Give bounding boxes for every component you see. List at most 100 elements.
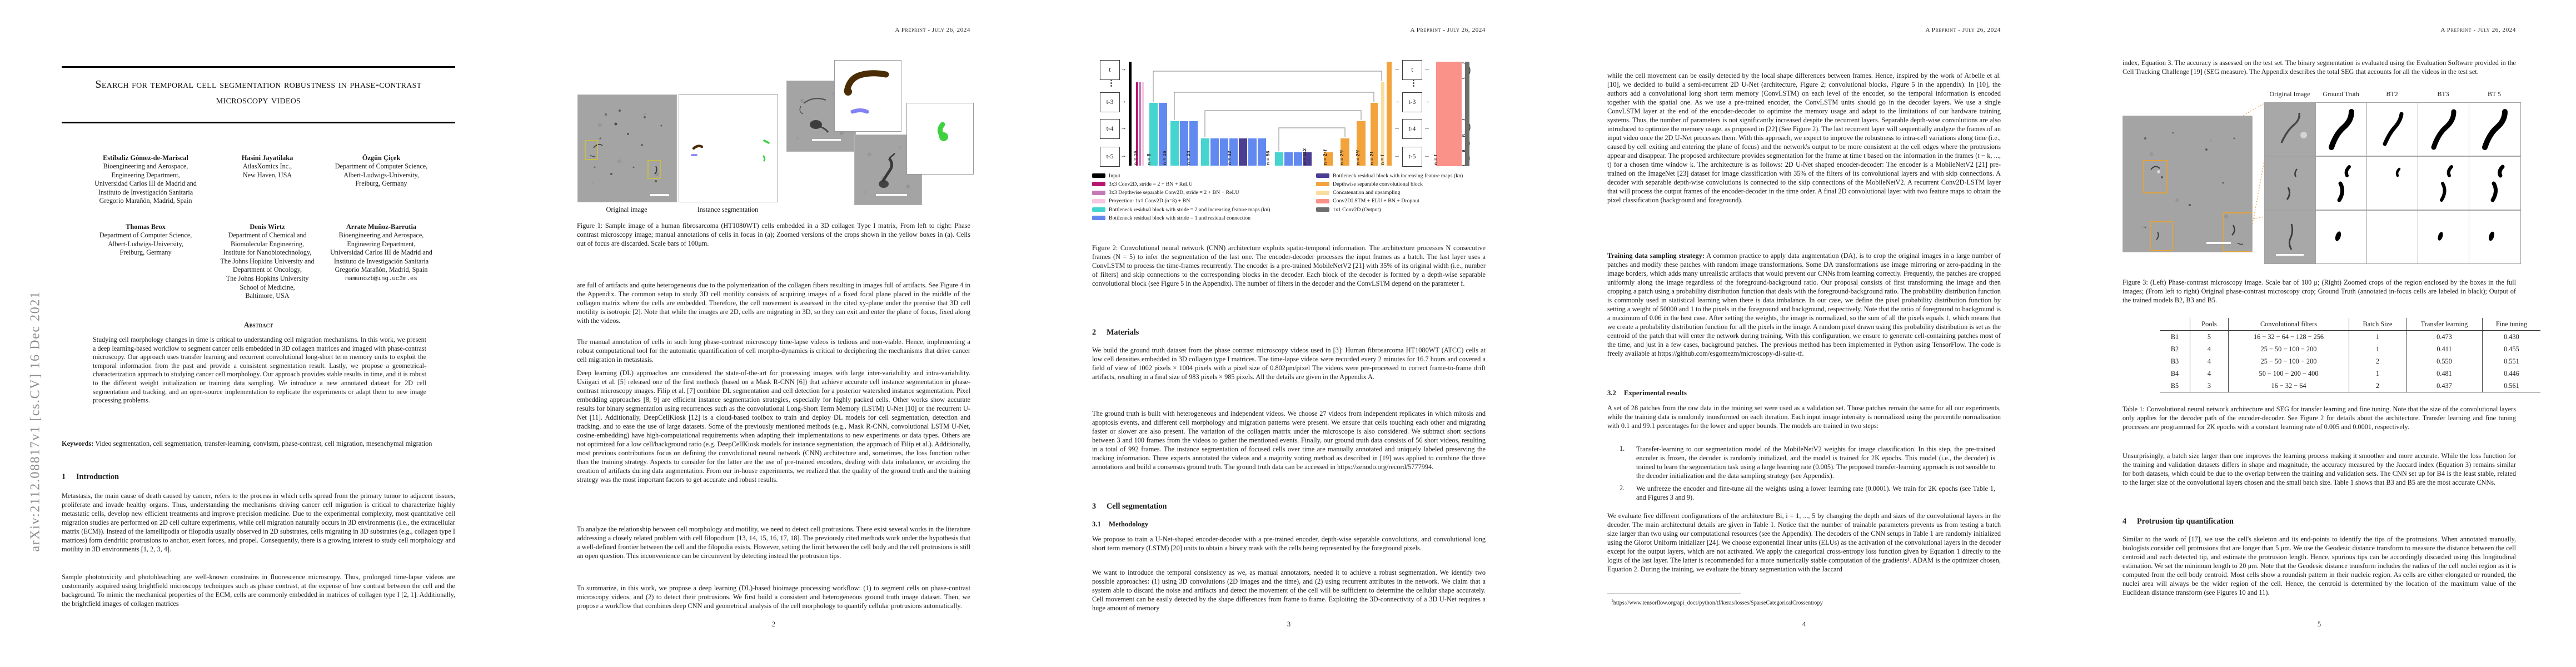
footnote-url: https://www.tensorflow.org/api_docs/pyth… — [1613, 600, 1823, 606]
figure-1-label-original: Original image — [606, 206, 647, 213]
output-frame-box: t-4 — [1402, 119, 1422, 139]
figure-1-instance-segmentation — [679, 94, 778, 202]
mask-bt2 — [2366, 102, 2419, 156]
section-heading-cell-segmentation: 3 Cell segmentation — [1092, 502, 1167, 511]
bar-depthwise-block — [1324, 152, 1333, 166]
arrow-right-icon: → — [1394, 152, 1400, 159]
column-header: Original Image — [2269, 90, 2310, 98]
author-block: Arrate Muñoz-Barrutia Bioengineering and… — [315, 222, 448, 282]
table-row: B3 4 25 − 50 − 100 − 200 2 0.550 0.551 — [2160, 355, 2540, 367]
mask-bt2 — [2366, 210, 2419, 264]
bar-projection — [1142, 82, 1144, 166]
author-name: Thomas Brox — [126, 223, 166, 231]
arrow-right-icon: → — [1120, 125, 1127, 131]
author-affiliation: Bioengineering and Aerospace, Engineerin… — [94, 162, 197, 205]
feature-count-label: n = 2²f — [1355, 150, 1361, 165]
author-affiliation: AtlasXomics Inc., New Haven, USA — [242, 162, 292, 179]
bar-depthwise-block — [1341, 138, 1349, 166]
legend-swatch — [1092, 198, 1105, 203]
legend-swatch — [1092, 207, 1105, 212]
vertical-ellipsis: ⋮ — [1107, 79, 1115, 88]
paragraph: To summarize, in this work, we propose a… — [577, 584, 970, 610]
author-block: Hasini Jayatilaka AtlasXomics Inc., New … — [217, 153, 317, 180]
mask-ground-truth — [2315, 156, 2368, 210]
page-2: A Preprint - July 26, 2024 — [515, 0, 1030, 667]
preprint-header: A Preprint - July 26, 2024 — [2440, 27, 2516, 33]
microscopy-image — [2143, 132, 2252, 252]
page-1: arXiv:2112.08817v1 [cs.CV] 16 Dec 2021 S… — [0, 0, 515, 667]
legend-swatch — [1316, 182, 1329, 187]
scale-bar — [2206, 242, 2231, 244]
abstract-heading: Abstract — [243, 321, 273, 329]
bar-convlstm — [1436, 62, 1462, 166]
bar-output-conv — [1465, 62, 1469, 166]
legend-swatch — [1092, 173, 1105, 178]
arrow-right-icon: → — [1424, 152, 1430, 159]
segmentation-mask — [937, 122, 948, 141]
author-email: mamunozb@ing.uc3m.es — [345, 275, 417, 282]
input-frame-box: t-3 — [1100, 92, 1120, 112]
microscopy-crop — [799, 97, 841, 141]
bar-depthwise-block — [1371, 103, 1378, 166]
input-frame-box: t — [1100, 60, 1120, 80]
arrow-right-icon: → — [1394, 66, 1400, 72]
paragraph: index, Equation 3. The accuracy is asses… — [2122, 59, 2516, 76]
figure-3-caption: Figure 3: (Left) Phase-contrast microsco… — [2122, 278, 2516, 304]
paragraph-lead: Training data sampling strategy: — [1607, 252, 1705, 260]
paper-title: Search for temporal cell segmentation ro… — [95, 78, 422, 106]
bar-depthwise-block — [1357, 121, 1366, 166]
paragraph: We evaluate five different configuration… — [1607, 512, 2001, 573]
feature-count-label: n = 32 — [1227, 151, 1232, 165]
list-item: 1. Transfer-learning to our segmentation… — [1620, 445, 1995, 480]
mask-bt5 — [2469, 210, 2521, 264]
author-name: Estibaliz Gómez-de-Mariscal — [103, 154, 188, 162]
mask-bt3 — [2418, 156, 2470, 210]
author-name: Hasini Jayatilaka — [241, 154, 293, 162]
bar-bottleneck-stride2 — [1275, 152, 1283, 166]
arrow-right-icon: → — [1120, 152, 1127, 159]
bar-bottleneck-stride1 — [1229, 138, 1238, 166]
segmentation-mask — [844, 70, 889, 114]
feature-count-label: n = f — [1379, 155, 1385, 165]
scale-bar — [650, 194, 669, 196]
arrow-right-icon: → — [1424, 125, 1430, 131]
arrow-right-icon: → — [1120, 98, 1127, 104]
list-item: 2. We unfreeze the encoder and fine-tune… — [1620, 484, 1995, 501]
paragraph: Similar to the work of [17], we use the … — [2122, 535, 2516, 596]
author-name: Özgün Çiçek — [362, 154, 401, 162]
author-name: Arrate Muñoz-Barrutia — [346, 223, 417, 231]
section-heading-materials: 2 Materials — [1092, 328, 1139, 337]
authors-row-2: Thomas Brox Department of Computer Scien… — [62, 222, 455, 311]
author-block: Denis Wirtz Department of Chemical and B… — [217, 222, 317, 301]
feature-count-label: n = 2⁴f — [1322, 149, 1328, 165]
table-1-caption: Table 1: Convolutional neural network ar… — [2122, 405, 2516, 431]
feature-count-label: n = 24 — [1185, 151, 1191, 165]
mask-ground-truth — [2315, 102, 2368, 156]
output-frame-box: t-5 — [1402, 147, 1422, 167]
feature-count-label: n = 56 — [1265, 151, 1270, 165]
paragraph: We build the ground truth dataset from t… — [1092, 346, 1486, 381]
author-affiliation: Department of Computer Science, Albert-L… — [335, 162, 428, 188]
paragraph: Deep learning (DL) approaches are consid… — [577, 369, 970, 484]
output-frame-box: t-3 — [1402, 92, 1422, 112]
paragraph: A set of 28 patches from the raw data in… — [1607, 404, 2001, 430]
preprint-header: A Preprint - July 26, 2024 — [895, 27, 970, 33]
bar-bottleneck-stride2 — [1201, 138, 1209, 166]
page-number: 4 — [1802, 620, 1806, 628]
legend-swatch — [1092, 190, 1105, 195]
author-block: Estibaliz Gómez-de-Mariscal Bioengineeri… — [74, 153, 217, 206]
feature-count-label: n = 112 — [1302, 148, 1307, 165]
feature-count-label: n = f — [1433, 155, 1438, 165]
bar-bottleneck-stride2 — [1149, 103, 1158, 166]
figure-2-legend-right: Bottleneck residual block with increasin… — [1316, 173, 1463, 216]
page-number: 2 — [771, 620, 776, 628]
author-affiliation: Department of Computer Science, Albert-L… — [99, 231, 192, 257]
input-frame-box: t-5 — [1100, 147, 1120, 167]
bar-input — [1129, 62, 1132, 166]
input-frame-box: t-4 — [1100, 119, 1120, 139]
bar-bottleneck-increasing — [1239, 138, 1247, 166]
column-header: BT 5 — [2487, 90, 2502, 98]
subsection-heading-experimental-results: 3.2 Experimental results — [1607, 389, 1687, 397]
arrow-right-icon: → — [1120, 66, 1127, 72]
authors-row-1: Estibaliz Gómez-de-Mariscal Bioengineeri… — [62, 153, 455, 220]
